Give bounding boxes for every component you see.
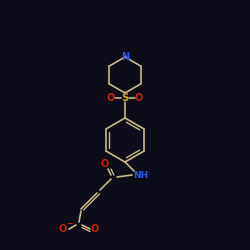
Text: −: − bbox=[66, 220, 72, 228]
Text: O: O bbox=[91, 224, 99, 234]
Text: O: O bbox=[135, 93, 143, 103]
Text: O: O bbox=[101, 159, 109, 169]
Text: O: O bbox=[59, 224, 67, 234]
Text: N: N bbox=[121, 52, 129, 62]
Text: NH: NH bbox=[134, 170, 148, 179]
Text: S: S bbox=[122, 93, 128, 103]
Text: O: O bbox=[107, 93, 115, 103]
